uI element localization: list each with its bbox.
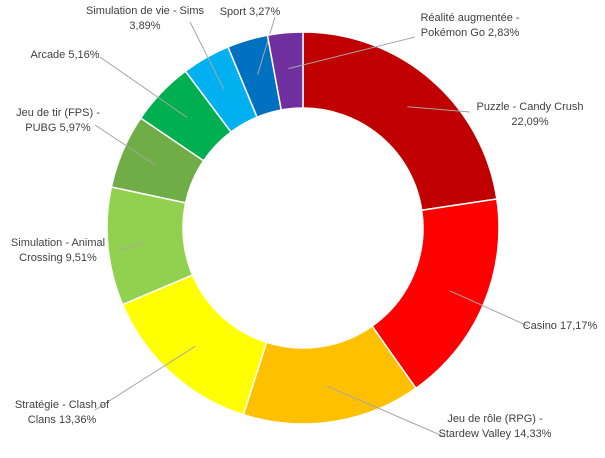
data-label: Casino 17,17% — [500, 319, 605, 334]
category-label: Simulation de vie - Sims — [86, 5, 204, 17]
category-label: Simulation - Animal Crossing — [10, 237, 106, 264]
leader-line — [117, 242, 144, 251]
value-label: 13,36% — [58, 414, 97, 426]
leader-line — [327, 385, 446, 438]
leader-line — [257, 16, 276, 75]
leader-line — [94, 345, 196, 411]
leader-line — [407, 106, 471, 113]
category-label: Sport — [219, 6, 247, 18]
data-label: Stratégie - Clash of Clans 13,36% — [2, 398, 122, 428]
category-label: Jeu de tir (FPS) - PUBG — [16, 107, 100, 134]
value-label: 3,89% — [129, 20, 161, 32]
value-label: 22,09% — [511, 116, 549, 128]
value-label: 14,33% — [514, 428, 552, 440]
leader-line — [449, 290, 529, 327]
data-label: Réalité augmentée - Pokémon Go 2,83% — [415, 11, 525, 41]
value-label: 17,17% — [560, 320, 598, 332]
value-label: 5,97% — [59, 122, 91, 134]
data-label: Sport 3,27% — [210, 5, 290, 20]
category-label: Jeu de rôle (RPG) - Stardew Valley — [438, 413, 543, 440]
data-label: Jeu de rôle (RPG) - Stardew Valley 14,33… — [433, 412, 558, 442]
leader-line — [99, 56, 188, 119]
category-label: Stratégie - Clash of Clans — [14, 399, 110, 426]
category-label: Casino — [522, 320, 557, 332]
data-label: Simulation - Animal Crossing 9,51% — [3, 236, 113, 266]
value-label: 5,16% — [68, 49, 100, 61]
leader-line — [288, 36, 416, 70]
category-label: Puzzle - Candy Crush — [476, 101, 584, 113]
slice — [302, 31, 498, 212]
leader-line — [189, 21, 225, 90]
slice — [266, 31, 304, 111]
data-label: Arcade 5,16% — [10, 48, 120, 63]
value-label: 9,51% — [65, 252, 97, 264]
value-label: 2,83% — [488, 27, 520, 39]
category-label: Arcade — [30, 49, 66, 61]
data-label: Simulation de vie - Sims 3,89% — [85, 4, 205, 34]
data-label: Puzzle - Candy Crush 22,09% — [465, 100, 595, 130]
value-label: 3,27% — [249, 6, 281, 18]
data-label: Jeu de tir (FPS) - PUBG 5,97% — [3, 106, 113, 136]
leader-line — [94, 124, 157, 166]
category-label: Réalité augmentée - Pokémon Go — [420, 12, 520, 39]
